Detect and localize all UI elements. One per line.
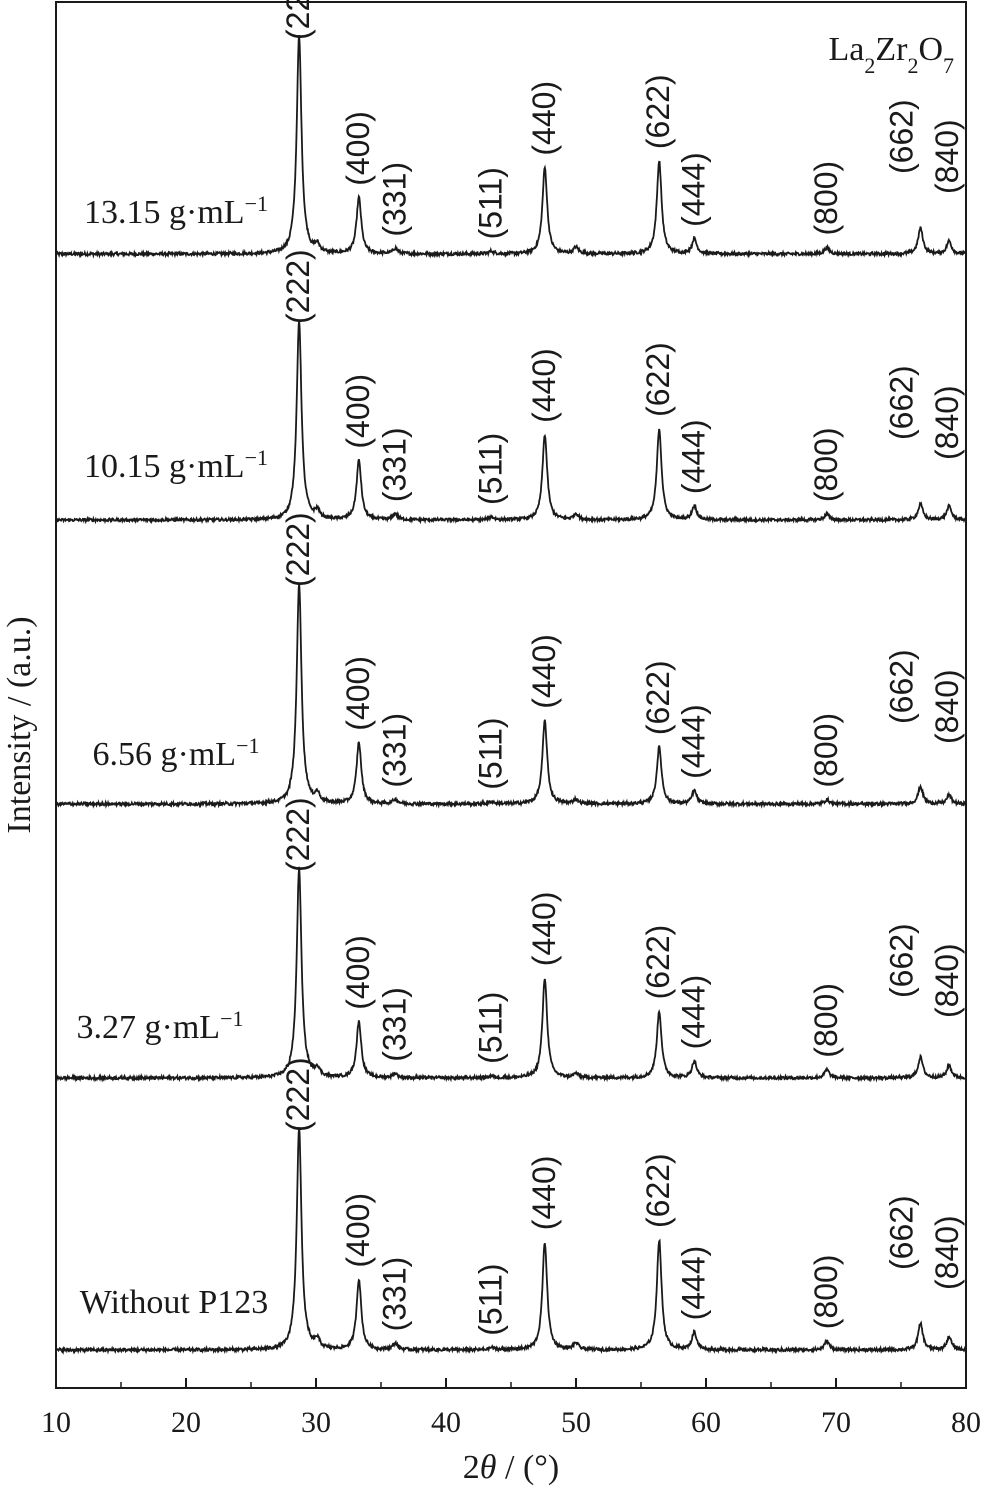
sample-label: 3.27 g·mL−1 [77, 1006, 244, 1047]
sample-label: 10.15 g·mL−1 [84, 445, 268, 486]
sample-label: 6.56 g·mL−1 [93, 733, 260, 774]
hkl-label: (400) [340, 935, 376, 1010]
hkl-label: (444) [675, 975, 711, 1050]
hkl-label: (444) [675, 1246, 711, 1321]
hkl-label: (331) [376, 1257, 412, 1332]
hkl-label: (444) [675, 152, 711, 227]
hkl-label: (662) [883, 649, 919, 724]
x-tick-label: 60 [691, 1406, 721, 1439]
hkl-label: (840) [929, 669, 965, 744]
series-layer: (222)(400)(331) (511)(440) (622)(444) (800)… [55, 0, 967, 1356]
hkl-label: (800) [808, 161, 844, 236]
hkl-label: (840) [929, 119, 965, 194]
hkl-label: (800) [808, 713, 844, 788]
hkl-label: (511) [473, 1263, 509, 1335]
hkl-label: (440) [526, 81, 562, 156]
series-2: (222) (400)(331) (511) (440) (622)(444) (800)… [55, 512, 967, 809]
x-tick-label: 80 [951, 1406, 981, 1439]
hkl-label: (511) [473, 167, 509, 239]
series-line [55, 35, 967, 259]
hkl-label: (662) [883, 1195, 919, 1270]
hkl-label: (222) [280, 249, 316, 324]
hkl-label: (444) [675, 419, 711, 494]
hkl-label: (331) [376, 987, 412, 1062]
hkl-label: (440) [526, 634, 562, 709]
hkl-label: (440) [526, 1155, 562, 1230]
hkl-label: (400) [340, 111, 376, 186]
series-line [55, 583, 967, 809]
hkl-label: (440) [526, 891, 562, 966]
y-axis-title: Intensity / (a.u.) [1, 616, 38, 833]
compound-label: La2Zr2O7 [828, 31, 954, 78]
hkl-label: (622) [640, 74, 676, 149]
series-line [55, 866, 967, 1083]
sample-label: Without P123 [80, 1284, 268, 1321]
x-tick-label: 10 [41, 1406, 71, 1439]
x-tick-label: 40 [431, 1406, 461, 1439]
hkl-label: (840) [929, 943, 965, 1018]
hkl-label: (622) [640, 342, 676, 417]
hkl-label: (222) [280, 512, 316, 587]
hkl-label: (662) [883, 365, 919, 440]
series-0: (222) (400)(331) (511) (440) (622)(444) (800)… [55, 0, 967, 259]
series-line [55, 1127, 967, 1356]
series-4: (222) (400)(331) (511) (440) (622) (444) (800)… [55, 1057, 967, 1356]
hkl-label: (222) [280, 797, 316, 872]
hkl-label: (400) [340, 374, 376, 449]
hkl-label: (222) [280, 0, 316, 40]
x-tick-label: 50 [561, 1406, 591, 1439]
hkl-label: (622) [640, 660, 676, 735]
hkl-label: (662) [883, 923, 919, 998]
x-axis-title: 2θ / (°) [463, 1449, 559, 1486]
series-3: (222) (400)(331) (511) (440) (622)(444) (800)… [55, 797, 967, 1083]
series-1: (222) (400)(331) (511) (440) (622)(444) (800)… [55, 249, 967, 525]
hkl-label: (511) [473, 992, 509, 1064]
x-tick-label: 20 [171, 1406, 201, 1439]
x-tick-label: 70 [821, 1406, 851, 1439]
series-line [55, 321, 967, 525]
hkl-label: (800) [808, 427, 844, 502]
hkl-label: (662) [883, 99, 919, 174]
hkl-label: (444) [675, 704, 711, 779]
hkl-label: (622) [640, 925, 676, 1000]
hkl-label: (331) [376, 427, 412, 502]
hkl-label: (331) [376, 713, 412, 788]
hkl-label: (331) [376, 162, 412, 237]
hkl-label: (440) [526, 348, 562, 423]
hkl-label: (400) [340, 1193, 376, 1268]
hkl-label: (400) [340, 656, 376, 731]
hkl-label: (800) [808, 983, 844, 1058]
hkl-label: (511) [473, 717, 509, 789]
sample-label: 13.15 g·mL−1 [84, 191, 268, 232]
hkl-label: (222) [280, 1057, 316, 1132]
hkl-label: (511) [473, 433, 509, 505]
hkl-label: (622) [640, 1153, 676, 1228]
hkl-label: (840) [929, 385, 965, 460]
x-axis: 10 20 30 40 50 60 70 80 [41, 1378, 981, 1439]
x-tick-label: 30 [301, 1406, 331, 1439]
hkl-label: (840) [929, 1215, 965, 1290]
hkl-label: (800) [808, 1254, 844, 1329]
